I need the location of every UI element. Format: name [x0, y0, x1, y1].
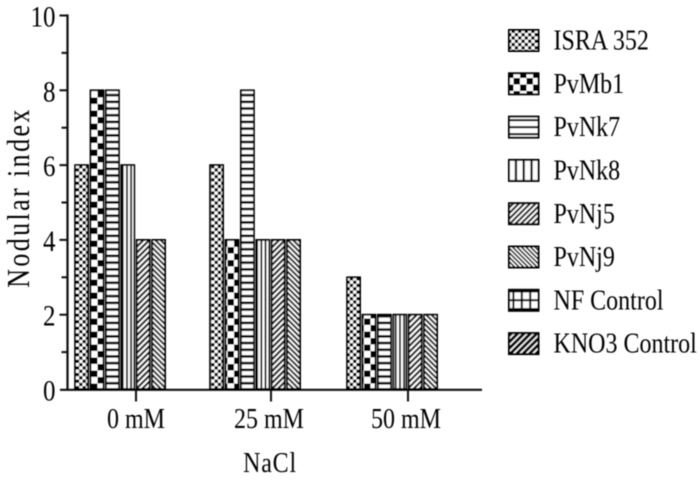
svg-text:2: 2 — [43, 299, 56, 333]
svg-text:ISRA 352: ISRA 352 — [554, 24, 649, 57]
svg-text:KNO3 Control: KNO3 Control — [554, 327, 697, 360]
svg-text:PvNj9: PvNj9 — [554, 240, 615, 273]
svg-text:NF Control: NF Control — [554, 283, 664, 316]
svg-text:PvNj5: PvNj5 — [554, 197, 615, 230]
svg-text:PvMb1: PvMb1 — [554, 67, 625, 100]
svg-text:50 mM: 50 mM — [371, 402, 441, 435]
svg-text:0: 0 — [43, 373, 56, 407]
svg-text:4: 4 — [43, 224, 56, 258]
svg-text:0 mM: 0 mM — [107, 402, 165, 435]
svg-text:PvNk8: PvNk8 — [554, 153, 621, 186]
svg-text:6: 6 — [43, 149, 56, 183]
svg-text:10: 10 — [31, 0, 56, 33]
svg-text:Nodular index: Nodular index — [2, 107, 37, 288]
svg-text:PvNk7: PvNk7 — [554, 110, 621, 143]
svg-text:25 mM: 25 mM — [234, 402, 304, 435]
svg-text:8: 8 — [43, 74, 56, 108]
svg-text:NaCl: NaCl — [243, 446, 297, 479]
